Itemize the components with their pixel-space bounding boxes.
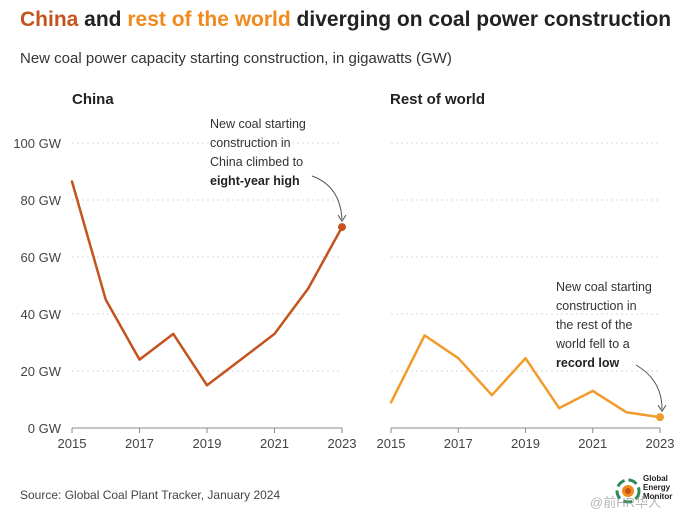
y-tick-label-40: 40 GW <box>21 307 62 322</box>
x-tick-label-row-2021: 2021 <box>578 436 607 451</box>
title-rest: diverging on coal power construction <box>290 8 672 31</box>
panel-title-china: China <box>72 91 114 108</box>
x-tick-label-china-2017: 2017 <box>125 436 154 451</box>
y-tick-label-20: 20 GW <box>21 364 62 379</box>
annotation-line-china-2: construction in <box>210 136 291 150</box>
chart-title: China and rest of the world diverging on… <box>20 8 671 32</box>
data-point-row-2023 <box>656 413 664 422</box>
y-tick-label-100: 100 GW <box>13 136 61 151</box>
logo-line-1: Global <box>643 474 668 483</box>
annotation-arrow-row <box>635 364 663 410</box>
x-tick-label-china-2023: 2023 <box>328 436 357 451</box>
x-tick-label-row-2023: 2023 <box>646 436 675 451</box>
annotation-arrowhead-row <box>657 404 667 413</box>
x-tick-label-row-2015: 2015 <box>377 436 406 451</box>
annotation-line-china-3: China climbed to <box>210 155 303 169</box>
x-tick-label-china-2021: 2021 <box>260 436 289 451</box>
logo-text: Global Energy Monitor <box>643 474 687 501</box>
annotation-line-row-1: New coal starting <box>556 280 652 294</box>
annotation-bold-row: record low <box>556 356 619 370</box>
annotation-arrowhead-china <box>337 214 347 222</box>
series-line-china <box>70 180 344 387</box>
x-tick-label-china-2019: 2019 <box>193 436 222 451</box>
data-point-china-2023 <box>338 223 346 232</box>
x-tick-label-row-2019: 2019 <box>511 436 540 451</box>
y-tick-label-60: 60 GW <box>21 250 62 265</box>
annotation-bold-china: eight-year high <box>210 174 300 188</box>
logo-line-3: Monitor <box>643 492 673 501</box>
title-china: China <box>20 8 79 31</box>
logo-line-2: Energy <box>643 483 671 492</box>
watermark: @前HR华人 <box>590 495 661 510</box>
chart-subtitle: New coal power capacity starting constru… <box>20 50 452 67</box>
series-line-row <box>389 334 662 419</box>
annotation-line-row-4: world fell to a <box>555 337 630 351</box>
x-tick-label-row-2017: 2017 <box>444 436 473 451</box>
global-energy-monitor-logo: Global Energy Monitor <box>615 474 685 514</box>
title-rest-of-world: rest of the world <box>127 8 291 31</box>
panel-title-rest-of-world: Rest of world <box>390 91 486 108</box>
x-tick-label-china-2015: 2015 <box>58 436 87 451</box>
y-tick-label-80: 80 GW <box>21 193 62 208</box>
title-and: and <box>78 8 128 31</box>
globe-icon <box>615 478 641 504</box>
source-note: Source: Global Coal Plant Tracker, Janua… <box>20 488 281 502</box>
y-tick-label-0: 0 GW <box>28 421 62 436</box>
annotation-line-china-1: New coal starting <box>210 117 306 131</box>
annotation-line-row-2: construction in <box>556 299 637 313</box>
annotation-line-row-3: the rest of the <box>556 318 632 332</box>
annotation-arrow-china <box>311 175 343 220</box>
